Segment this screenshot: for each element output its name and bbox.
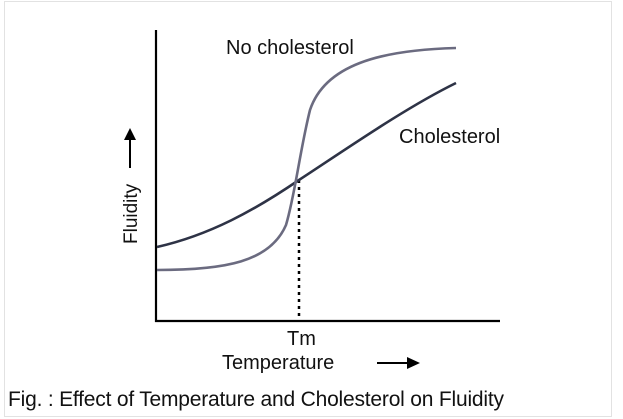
y-axis-label: Fluidity bbox=[121, 183, 142, 244]
no-cholesterol-curve bbox=[156, 46, 457, 272]
figure-caption: Fig. : Effect of Temperature and Cholest… bbox=[8, 388, 504, 411]
figure-frame bbox=[4, 1, 612, 417]
x-axis-label: Temperature bbox=[222, 352, 334, 374]
right-arrow-icon bbox=[377, 357, 420, 369]
cholesterol-curve bbox=[156, 81, 457, 249]
tm-label: Tm bbox=[287, 328, 316, 350]
up-arrow-icon bbox=[124, 128, 136, 168]
cholesterol-label: Cholesterol bbox=[399, 126, 500, 148]
no-cholesterol-label: No cholesterol bbox=[226, 37, 354, 59]
